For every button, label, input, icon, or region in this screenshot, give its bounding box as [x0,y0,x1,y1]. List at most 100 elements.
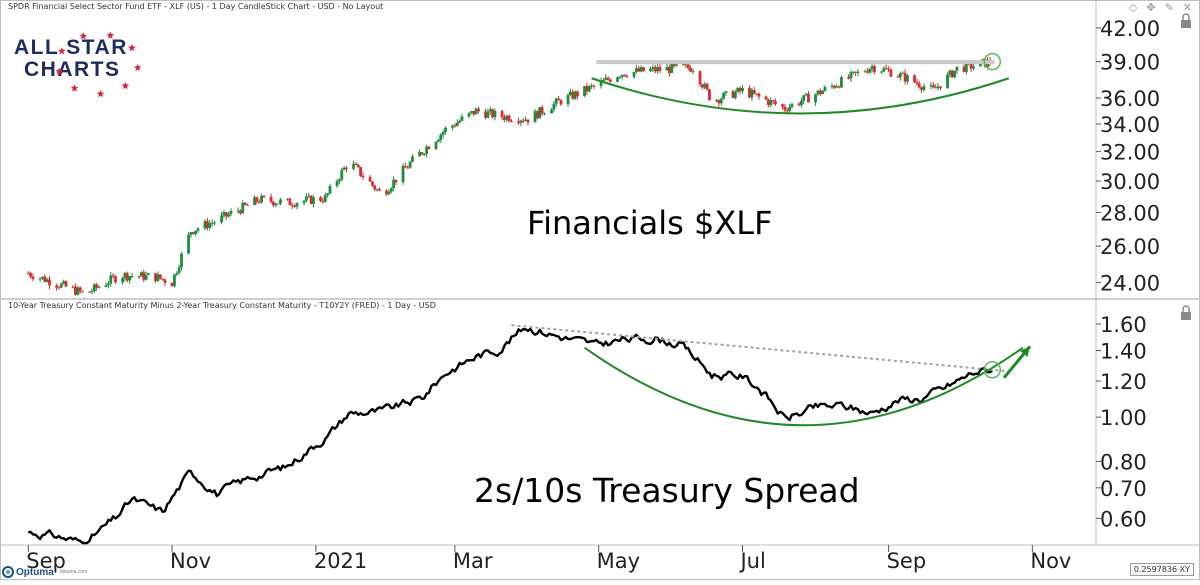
candle-body [312,197,315,204]
candle-body [434,141,438,149]
candle-body [868,68,872,73]
logo-star-icon [121,81,130,90]
candle-body [505,115,509,120]
candle-body [121,278,124,283]
candle-body [472,111,476,115]
y-tick-label: 28.00 [1100,201,1160,225]
candle-body [224,212,228,217]
candle-body [785,110,789,112]
candle-body [123,272,127,279]
candle-body [474,108,478,115]
x-tick-label: Mar [453,549,493,573]
candle-body [418,152,421,157]
lock-icon-shackle [1182,305,1190,312]
candle-body [766,99,770,105]
candle-body [302,200,306,204]
candle-body [750,90,754,98]
candle-body [378,189,381,191]
xlf-label: Financials $XLF [527,204,773,242]
candle-body [38,278,42,280]
candle-body [206,221,209,229]
candle-body [576,91,579,97]
candle-body [752,90,756,94]
candle-body [71,286,75,288]
pin-icon[interactable]: ✥ [1146,1,1156,14]
candle-body [163,279,167,283]
x-tick-label: Sep [887,549,927,573]
candle-body [45,279,49,282]
candle-body [354,163,358,165]
logo-line-2: CHARTS [24,58,121,81]
x-tick-label: Nov [170,549,211,573]
candle-body [583,86,586,97]
logo-star-icon [106,31,115,39]
candle-body [286,198,289,200]
candle-body [156,274,160,282]
candle-body [194,230,198,234]
spread-label: 2s/10s Treasury Spread [474,471,860,510]
optuma-brand: Optuma optuma.com [2,566,87,578]
candle-body [566,94,570,105]
breakout-circle [983,52,1002,71]
candle-body [601,80,605,82]
candle-body [863,71,867,73]
candle-body [637,68,641,72]
candle-body [568,91,572,95]
candle-body [830,85,834,87]
candle-body [898,73,902,78]
candle-body [804,93,808,96]
candle-body [604,77,608,81]
candle-body [896,76,900,78]
candle-body [493,110,497,118]
diamond-icon[interactable]: ◇ [1128,1,1138,14]
close-icon[interactable]: ✕ [1182,1,1192,14]
candle-body [823,86,827,91]
candle-body [948,70,952,75]
bottom-panel-title: 10-Year Treasury Constant Maturity Minus… [8,301,436,310]
candle-body [210,222,214,224]
optuma-logo-icon [2,566,14,578]
panel-toolbar: ◇ ✥ ✎ ✕ [1129,1,1192,14]
candle-body [97,286,101,288]
top-panel-title: SPDR Financial Select Sector Fund ETF - … [8,2,384,11]
candle-body [142,272,146,280]
candle-body [519,120,523,123]
candle-body [783,106,787,111]
candle-body [220,215,223,223]
candle-body [802,95,806,101]
candle-body [665,67,669,71]
candle-body [700,84,704,88]
candle-body [272,201,275,206]
candle-body [599,80,603,86]
candle-body [227,214,231,217]
logo-star-icon [55,67,64,75]
y-tick-label: 1.20 [1100,370,1147,394]
candle-body [609,79,612,82]
up-arrow-head [1020,346,1031,357]
candle-body [90,291,94,293]
candle-body [955,66,959,71]
x-tick-label: Nov [1030,549,1071,573]
candle-body [816,90,820,95]
candle-body [788,107,791,112]
candle-body [889,69,893,77]
logo-star-icon [79,32,88,40]
candle-body [870,66,874,69]
candle-body [625,76,629,78]
candle-body [422,153,426,155]
x-tick-label: May [597,549,640,573]
candle-body [856,71,860,73]
edit-icon[interactable]: ✎ [1164,1,1174,14]
candle-body [510,121,513,123]
candle-body [903,72,907,82]
candle-body [74,286,77,295]
candle-body [851,71,855,73]
candle-body [385,190,388,195]
logo-line-1: ALL STAR [14,36,128,59]
breakout-circle [983,361,1002,379]
candle-body [736,87,740,93]
candle-body [477,108,480,112]
candle-body [632,71,636,77]
candle-body [326,193,330,196]
